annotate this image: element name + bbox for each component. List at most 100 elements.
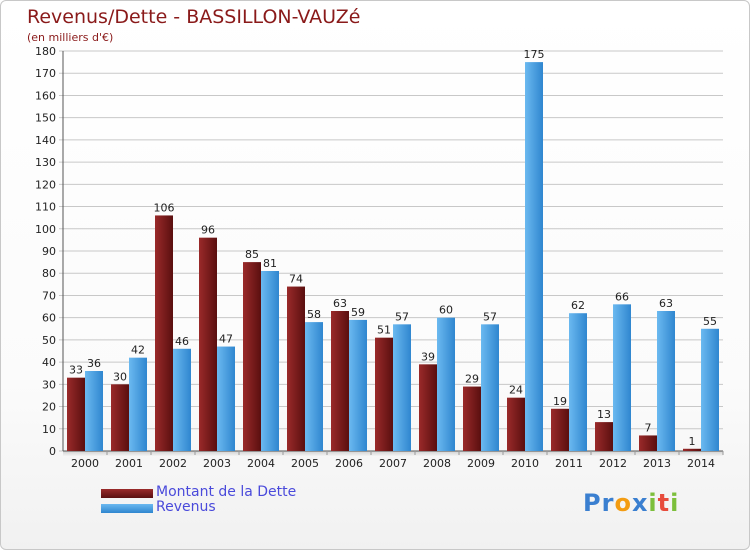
data-label-revenus: 47: [219, 333, 233, 346]
data-label-revenus: 57: [395, 310, 409, 323]
bar-revenus: [129, 357, 147, 451]
y-tick-label: 140: [35, 134, 56, 147]
bar-revenus: [349, 319, 367, 451]
x-tick-label: 2009: [467, 457, 495, 470]
legend-swatch-dette: [101, 489, 153, 498]
data-label-revenus: 57: [483, 310, 497, 323]
bar-revenus: [481, 324, 499, 451]
bar-revenus: [85, 371, 103, 451]
data-label-dette: 74: [289, 273, 303, 286]
data-label-dette: 1: [689, 435, 696, 448]
x-tick-label: 2007: [379, 457, 407, 470]
data-label-dette: 106: [154, 201, 175, 214]
data-label-dette: 96: [201, 224, 215, 237]
logo-letter: P: [583, 489, 602, 517]
data-label-dette: 39: [421, 350, 435, 363]
chart-subtitle: (en milliers d'€): [27, 31, 114, 44]
y-tick-label: 110: [35, 201, 56, 214]
bar-dette: [243, 262, 261, 451]
bar-revenus: [657, 311, 675, 451]
data-label-revenus: 59: [351, 306, 365, 319]
data-label-revenus: 46: [175, 335, 189, 348]
x-tick-label: 2012: [599, 457, 627, 470]
y-tick-label: 90: [42, 245, 56, 258]
chart-title: Revenus/Dette - BASSILLON-VAUZé: [27, 6, 361, 28]
bar-revenus: [261, 271, 279, 451]
y-tick-label: 100: [35, 223, 56, 236]
data-label-dette: 33: [69, 364, 83, 377]
legend-label-revenus: Revenus: [156, 499, 216, 515]
proxiti-logo: Proxiti: [583, 489, 679, 517]
data-label-revenus: 81: [263, 257, 277, 270]
y-tick-label: 150: [35, 112, 56, 125]
bar-dette: [199, 237, 217, 451]
x-tick-label: 2010: [511, 457, 539, 470]
data-label-revenus: 42: [131, 344, 145, 357]
data-label-dette: 85: [245, 248, 259, 261]
y-tick-label: 130: [35, 156, 56, 169]
bar-dette: [639, 435, 657, 451]
data-label-revenus: 175: [524, 48, 545, 61]
bar-dette: [331, 311, 349, 451]
x-tick-label: 2003: [203, 457, 231, 470]
bar-dette: [463, 386, 481, 451]
y-tick-label: 40: [42, 356, 56, 369]
bar-dette: [507, 397, 525, 451]
y-tick-label: 10: [42, 423, 56, 436]
logo-letter: r: [601, 489, 615, 517]
data-label-dette: 19: [553, 395, 567, 408]
data-label-dette: 63: [333, 297, 347, 310]
y-tick-label: 70: [42, 289, 56, 302]
logo-letter: i: [648, 489, 658, 517]
x-tick-label: 2005: [291, 457, 319, 470]
data-label-revenus: 36: [87, 357, 101, 370]
bar-revenus: [701, 328, 719, 451]
data-label-dette: 13: [597, 408, 611, 421]
y-tick-label: 170: [35, 67, 56, 80]
bar-dette: [67, 377, 85, 451]
plot-floor: [63, 451, 723, 456]
bars: [67, 62, 719, 451]
y-tick-label: 20: [42, 401, 56, 414]
logo-letter: x: [631, 489, 649, 517]
data-label-dette: 24: [509, 384, 523, 397]
y-tick-label: 60: [42, 312, 56, 325]
bar-dette: [287, 286, 305, 451]
data-label-revenus: 58: [307, 308, 321, 321]
data-label-revenus: 55: [703, 315, 717, 328]
y-tick-label: 80: [42, 267, 56, 280]
bar-revenus: [525, 62, 543, 451]
bar-revenus: [173, 348, 191, 451]
data-label-revenus: 60: [439, 304, 453, 317]
bar-dette: [419, 364, 437, 451]
legend-label-dette: Montant de la Dette: [156, 484, 297, 500]
bar-revenus: [393, 324, 411, 451]
x-tick-label: 2002: [159, 457, 187, 470]
data-label-dette: 30: [113, 370, 127, 383]
y-tick-label: 180: [35, 45, 56, 58]
bar-dette: [551, 408, 569, 451]
data-label-revenus: 62: [571, 299, 585, 312]
y-tick-label: 0: [49, 445, 56, 458]
axes: 0102030405060708090100110120130140150160…: [35, 45, 724, 470]
x-tick-label: 2013: [643, 457, 671, 470]
y-tick-label: 160: [35, 89, 56, 102]
bar-revenus: [613, 304, 631, 451]
data-labels: 33 36 30 42 106 46 96 47 85 81 74 58 63 59 51 57 39 60 29 5…: [69, 48, 717, 448]
data-label-revenus: 66: [615, 290, 629, 303]
y-tick-label: 50: [42, 334, 56, 347]
data-label-dette: 51: [377, 324, 391, 337]
bar-dette: [155, 215, 173, 451]
x-tick-label: 2004: [247, 457, 275, 470]
legend-swatch-revenus: [101, 504, 153, 513]
data-label-revenus: 63: [659, 297, 673, 310]
bar-dette: [111, 384, 129, 451]
bar-dette: [375, 337, 393, 451]
x-tick-label: 2011: [555, 457, 583, 470]
x-tick-label: 2014: [687, 457, 715, 470]
x-tick-label: 2000: [71, 457, 99, 470]
data-label-dette: 29: [465, 373, 479, 386]
x-tick-label: 2008: [423, 457, 451, 470]
